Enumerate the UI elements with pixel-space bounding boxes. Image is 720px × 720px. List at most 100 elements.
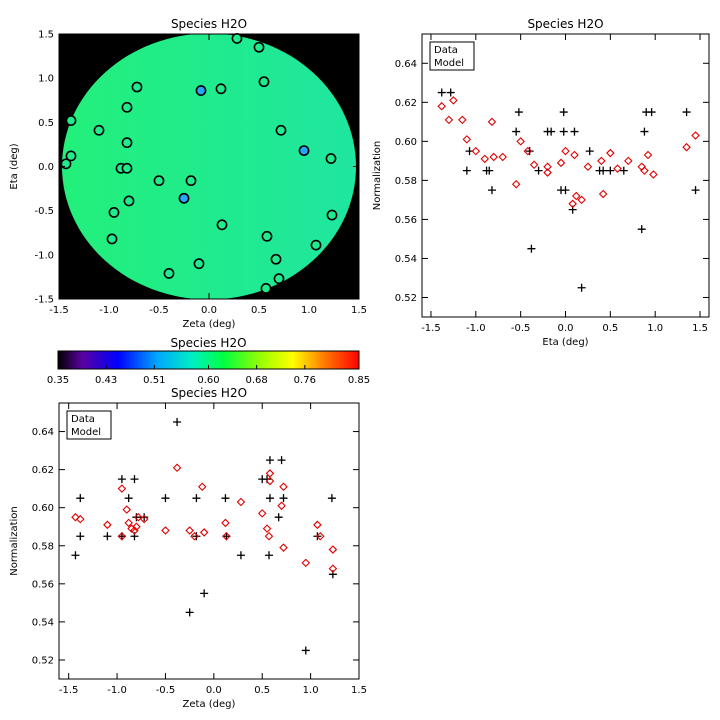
y-tick-label: 0.62 [395, 98, 417, 109]
model-point [511, 180, 521, 189]
legend-box [429, 41, 475, 71]
model-point [480, 154, 490, 164]
chart-title: Species H2O [171, 17, 247, 31]
plot-frame [421, 33, 710, 318]
data-point [512, 127, 521, 136]
colorbar-tick-label: 0.35 [47, 375, 69, 386]
colorbar-tick-label: 0.43 [95, 375, 117, 386]
model-point [444, 115, 454, 125]
data-point [236, 551, 245, 560]
model-point [222, 531, 231, 541]
y-tick-label: 1.0 [38, 74, 54, 85]
data-point [577, 283, 586, 292]
data-point [640, 127, 649, 136]
x-tick-label: 1.5 [692, 323, 708, 334]
x-tick-label: 1.0 [647, 323, 663, 334]
model-point [190, 531, 199, 541]
model-point [624, 156, 633, 166]
map-point [325, 153, 337, 164]
y-tick-label: 0.60 [395, 137, 417, 148]
model-point [570, 150, 579, 160]
data-point [124, 494, 133, 503]
map-point [185, 175, 197, 187]
data-point [76, 494, 85, 503]
data-point [173, 418, 182, 427]
data-point [559, 108, 568, 117]
y-tick-label: 0.0 [38, 162, 54, 173]
y-tick-label: 0.62 [32, 465, 54, 476]
data-point [265, 551, 273, 560]
x-tick-label: 0.5 [602, 323, 618, 334]
map-point [153, 175, 165, 187]
y-axis-label: Eta (deg) [9, 143, 20, 189]
map-point [121, 101, 133, 113]
map-point [260, 282, 272, 294]
y-tick-label: -1.5 [34, 295, 54, 306]
y-tick-label: -0.5 [34, 206, 54, 217]
h2o-disk [62, 33, 356, 300]
map-point [121, 162, 133, 174]
model-point [462, 135, 472, 144]
data-point [437, 88, 446, 97]
legend-model: Model [434, 58, 464, 69]
x-tick-label: 1.5 [351, 305, 367, 316]
x-tick-label: 0.0 [201, 305, 217, 316]
model-point [328, 545, 338, 554]
model-point [598, 189, 608, 199]
model-point [197, 482, 207, 492]
map-point [216, 219, 228, 231]
data-point [71, 551, 80, 560]
map-point [215, 83, 227, 95]
model-point [279, 543, 288, 552]
map-point [193, 258, 205, 270]
y-tick-label: 0.52 [395, 293, 417, 304]
model-point [132, 522, 141, 532]
map-point [258, 76, 270, 88]
model-point [691, 131, 700, 140]
x-axis-label: Zeta (deg) [183, 319, 236, 330]
model-point [643, 150, 653, 160]
model-point [71, 512, 80, 522]
data-point [192, 494, 201, 503]
y-tick-label: 0.60 [32, 503, 54, 514]
model-point [543, 162, 552, 171]
map-point [93, 124, 105, 136]
map-point [65, 115, 77, 126]
data-point [547, 127, 556, 136]
model-point [199, 528, 209, 537]
data-point [485, 166, 494, 175]
colorbar-tick-label: 0.85 [348, 375, 370, 386]
data-point [527, 244, 536, 253]
model-point [124, 518, 133, 528]
model-point [458, 115, 467, 125]
data-point [606, 166, 615, 175]
data-point [462, 166, 471, 175]
y-tick-label: 0.64 [395, 59, 417, 70]
model-point [117, 531, 127, 541]
model-point [117, 484, 127, 493]
map-point [231, 33, 243, 44]
x-tick-label: 1.0 [301, 305, 317, 316]
y-tick-label: 0.58 [395, 176, 417, 187]
x-tick-label: -0.5 [511, 323, 531, 334]
data-point [277, 456, 286, 465]
model-point [649, 170, 658, 179]
model-point [613, 164, 622, 173]
model-point [257, 509, 267, 518]
colorbar-tick-label: 0.60 [197, 375, 219, 386]
data-point [487, 186, 496, 195]
model-point [597, 156, 606, 166]
model-point [568, 199, 577, 209]
x-axis-label: Zeta (deg) [183, 699, 236, 710]
legend-box [66, 410, 112, 440]
map-point [310, 239, 322, 251]
data-point [221, 494, 230, 503]
model-point [498, 152, 507, 162]
model-point [516, 137, 525, 146]
data-point [161, 494, 170, 503]
x-tick-label: -0.5 [149, 305, 169, 316]
data-point [274, 513, 283, 522]
data-point [192, 532, 201, 541]
map-point [195, 85, 207, 96]
model-point [561, 146, 570, 156]
